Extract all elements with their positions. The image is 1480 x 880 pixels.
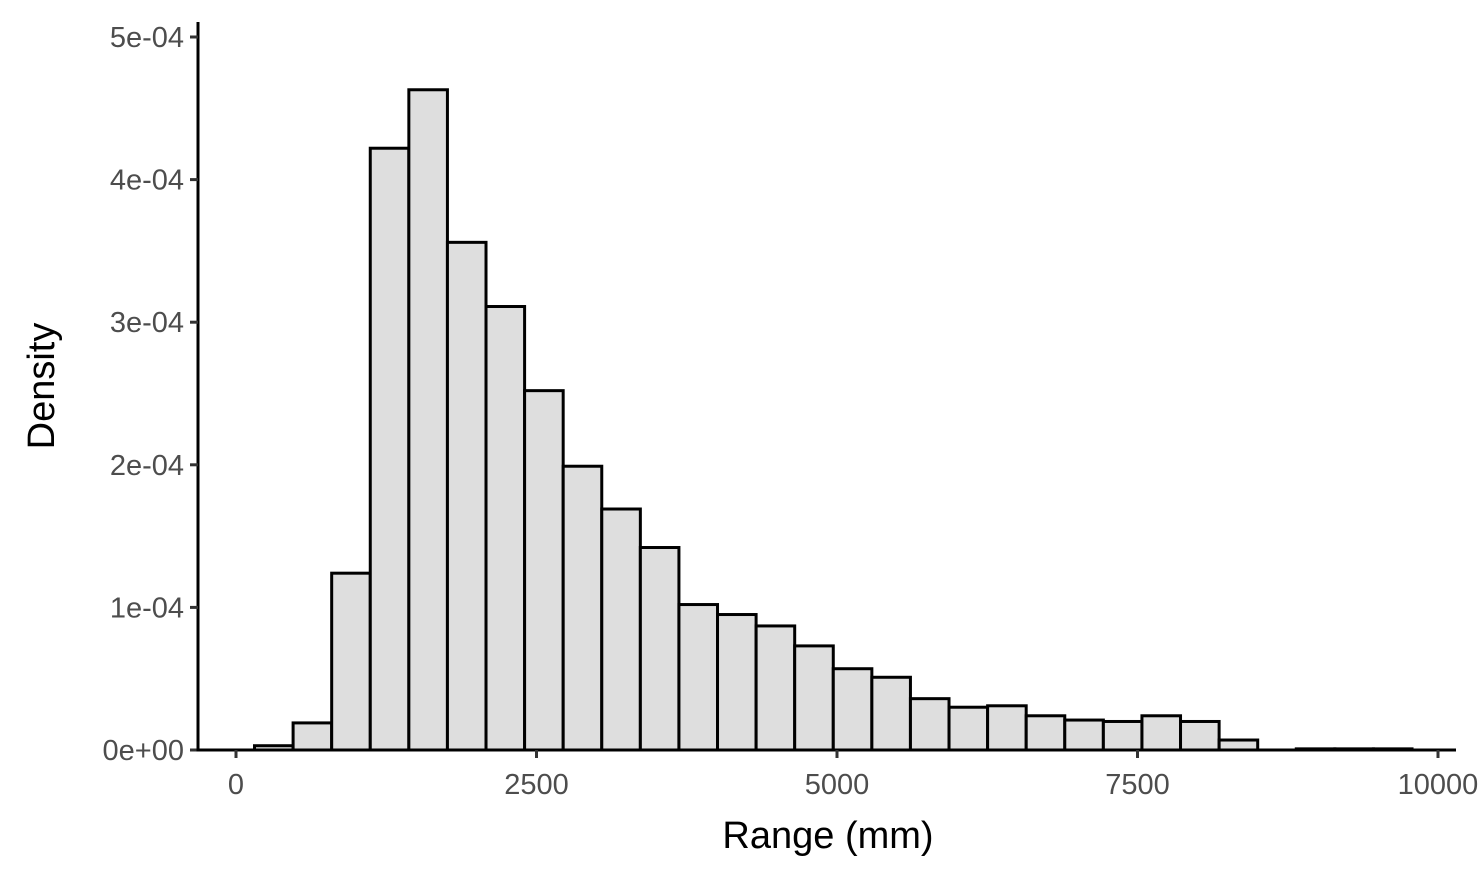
y-axis-title: Density xyxy=(21,323,63,450)
y-tick-label-4: 4e-04 xyxy=(110,165,184,197)
histogram-bar-9 xyxy=(561,464,604,752)
histogram-bar-21 xyxy=(1024,714,1067,752)
histogram-bar-22 xyxy=(1063,718,1105,752)
histogram-bar-2 xyxy=(291,721,334,752)
histogram-bar-8 xyxy=(523,389,565,752)
y-tick-label-2: 2e-04 xyxy=(110,450,184,482)
y-tick-label-5: 5e-04 xyxy=(110,22,184,54)
histogram-bar-4 xyxy=(368,146,411,752)
histogram-bar-24 xyxy=(1140,714,1183,752)
histogram-bar-15 xyxy=(793,644,835,752)
y-axis: 0e+00 1e-04 2e-04 3e-04 4e-04 5e-04 xyxy=(103,22,200,767)
histogram-bar-19 xyxy=(947,705,990,752)
x-axis-title: Range (mm) xyxy=(722,815,933,857)
histogram-bars xyxy=(253,88,1414,752)
histogram-bar-10 xyxy=(600,507,642,752)
histogram-bar-6 xyxy=(445,240,488,752)
histogram-bar-16 xyxy=(831,667,874,752)
x-tick-label-3: 7500 xyxy=(1105,769,1170,801)
x-tick-label-4: 10000 xyxy=(1398,769,1479,801)
x-axis: 0 2500 5000 7500 10000 xyxy=(196,748,1479,801)
y-tick-label-0: 0e+00 xyxy=(103,735,184,767)
x-tick-label-2: 5000 xyxy=(805,769,870,801)
y-tick-label-3: 3e-04 xyxy=(110,307,184,339)
histogram-bar-3 xyxy=(330,571,372,752)
x-tick-label-1: 2500 xyxy=(504,769,569,801)
histogram-bar-13 xyxy=(716,613,758,752)
x-tick-label-0: 0 xyxy=(228,769,244,801)
histogram-bar-5 xyxy=(407,88,449,752)
histogram-bar-25 xyxy=(1179,719,1221,752)
histogram-bar-23 xyxy=(1101,719,1144,752)
histogram-bar-17 xyxy=(870,675,912,752)
histogram-bar-11 xyxy=(638,546,681,752)
histogram-bar-14 xyxy=(754,624,797,752)
y-tick-label-1: 1e-04 xyxy=(110,592,184,624)
histogram-bar-18 xyxy=(908,697,951,752)
histogram-bar-7 xyxy=(484,305,527,752)
histogram-bar-20 xyxy=(986,704,1028,752)
histogram-bar-12 xyxy=(677,603,720,752)
